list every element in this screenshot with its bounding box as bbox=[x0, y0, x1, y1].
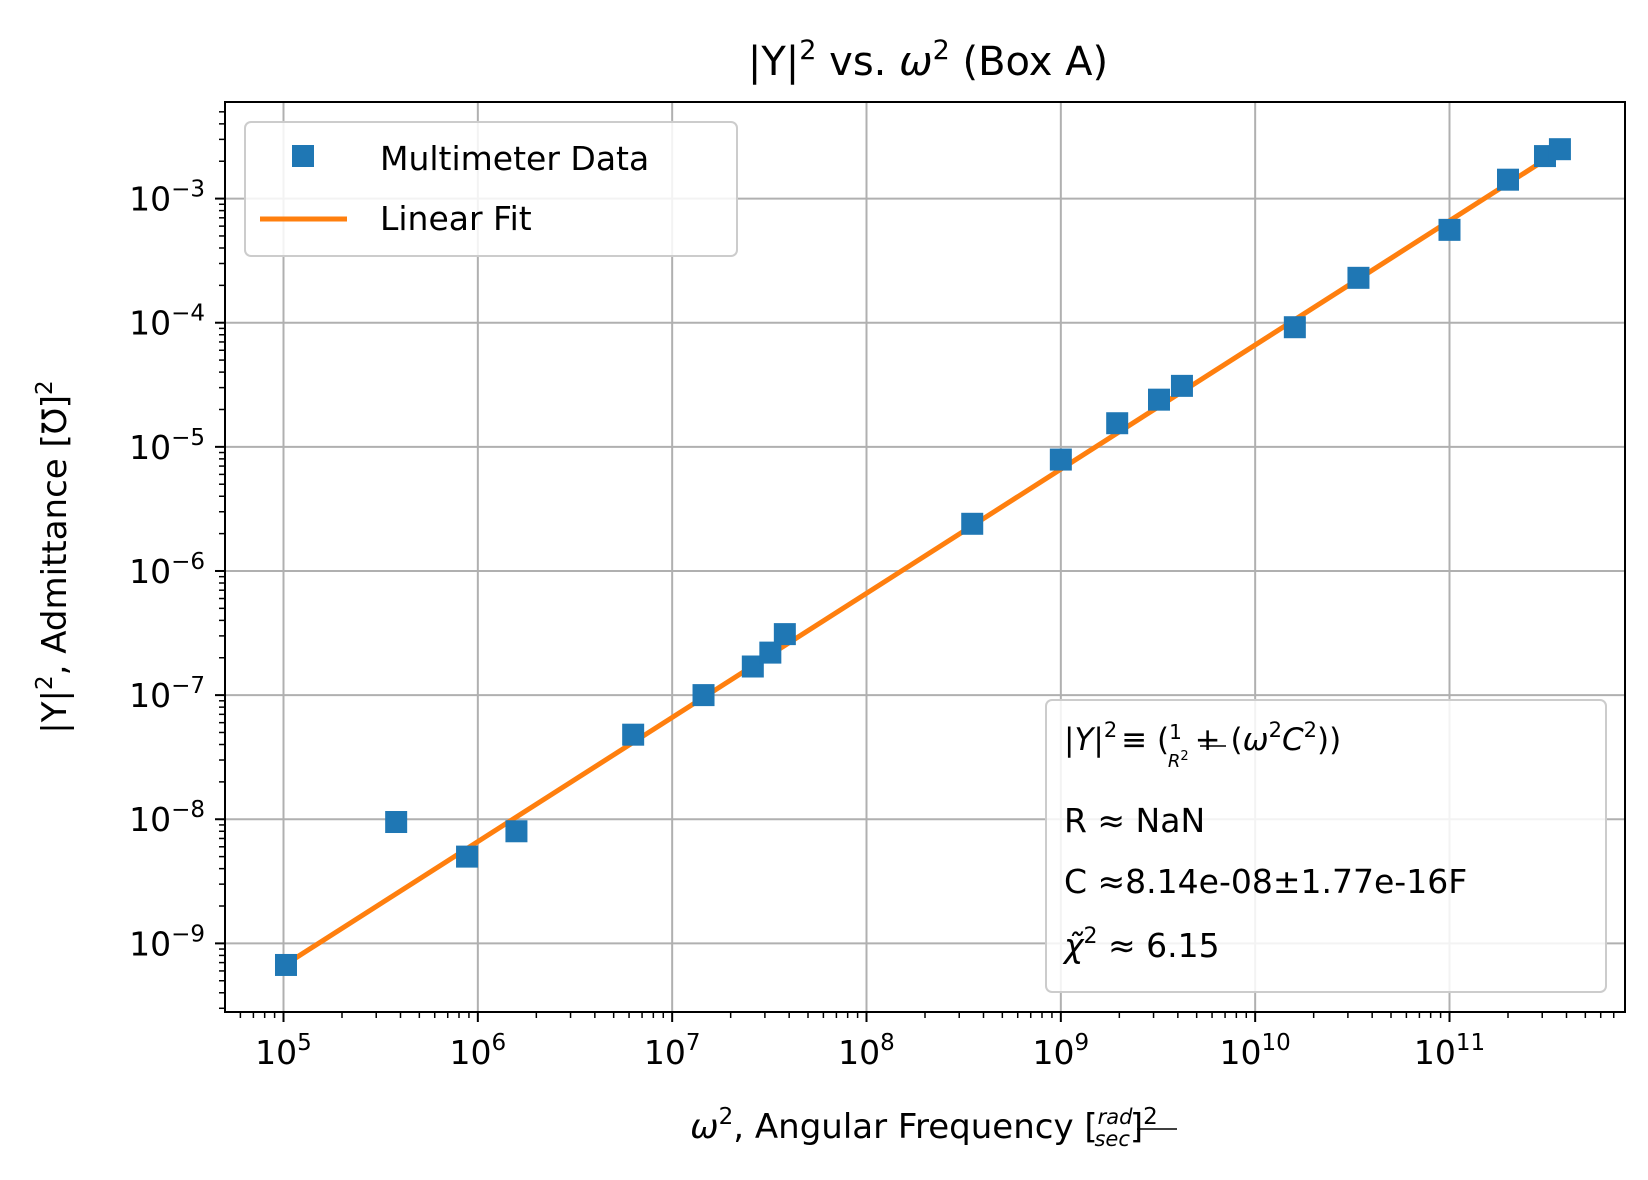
data-point bbox=[773, 623, 796, 646]
legend-marker-icon bbox=[292, 145, 314, 167]
data-point bbox=[1049, 448, 1072, 471]
data-point bbox=[385, 811, 408, 834]
y-tick-label: 10−6 bbox=[129, 549, 205, 591]
ticks-layer: 105 106 107 108 109 1010 1011 10−9 10−8 10−7 10−6 1… bbox=[129, 111, 1615, 1072]
data-point bbox=[274, 953, 297, 976]
x-tick-label: 1011 bbox=[1414, 1030, 1485, 1072]
data-point bbox=[1283, 316, 1306, 339]
annotation-box bbox=[1045, 699, 1607, 993]
data-point bbox=[1496, 168, 1519, 191]
annotation-equation: |Y|2 ≡ (1 R2 + (ω2C2)) bbox=[1064, 718, 1341, 772]
annotation-r: R ≈ NaN bbox=[1064, 801, 1205, 840]
x-tick-label: 107 bbox=[644, 1030, 701, 1072]
x-axis-label: ω2, Angular Frequency [rad sec]2 bbox=[690, 1104, 1158, 1151]
data-point bbox=[1106, 412, 1129, 435]
chart-title: |Y|2 vs. ω2 (Box A) bbox=[748, 35, 1108, 85]
x-tick-label: 109 bbox=[1033, 1030, 1090, 1072]
data-point bbox=[741, 655, 764, 678]
annotation-c: C ≈8.14e-08±1.77e-16F bbox=[1064, 862, 1467, 901]
data-point bbox=[456, 845, 479, 868]
data-point bbox=[1438, 218, 1461, 241]
data-point bbox=[759, 641, 782, 664]
legend-label-data: Multimeter Data bbox=[380, 139, 649, 178]
y-axis-label: |Y|2, Admittance [℧]2 bbox=[32, 380, 75, 733]
y-tick-label: 10−5 bbox=[129, 425, 205, 467]
y-tick-label: 10−9 bbox=[129, 921, 205, 963]
y-tick-label: 10−3 bbox=[129, 177, 205, 219]
data-point bbox=[692, 684, 715, 707]
axes-frame bbox=[224, 101, 1626, 1013]
x-tick-label: 1010 bbox=[1220, 1030, 1291, 1072]
data-point bbox=[1347, 266, 1370, 289]
legend-label-fit: Linear Fit bbox=[380, 199, 532, 238]
data-point bbox=[961, 512, 984, 535]
data-point bbox=[622, 723, 645, 746]
y-tick-label: 10−8 bbox=[129, 797, 205, 839]
annotation-chi2: χ̃2 ≈ 6.15 bbox=[1062, 924, 1220, 965]
data-point bbox=[505, 820, 528, 843]
data-point bbox=[1148, 388, 1171, 411]
y-tick-label: 10−7 bbox=[129, 673, 205, 715]
x-tick-label: 106 bbox=[450, 1030, 507, 1072]
x-tick-label: 108 bbox=[838, 1030, 895, 1072]
fit-annotation: |Y|2 ≡ (1 R2 + (ω2C2)) R ≈ NaN C ≈8.14e-08±… bbox=[1045, 699, 1607, 993]
legend-box bbox=[244, 121, 738, 257]
data-point bbox=[1548, 138, 1571, 161]
x-tick-label: 105 bbox=[255, 1030, 312, 1072]
y-tick-label: 10−4 bbox=[129, 301, 205, 343]
markers-layer bbox=[274, 138, 1571, 976]
legend: Multimeter Data Linear Fit bbox=[244, 121, 738, 257]
data-point bbox=[1170, 374, 1193, 397]
